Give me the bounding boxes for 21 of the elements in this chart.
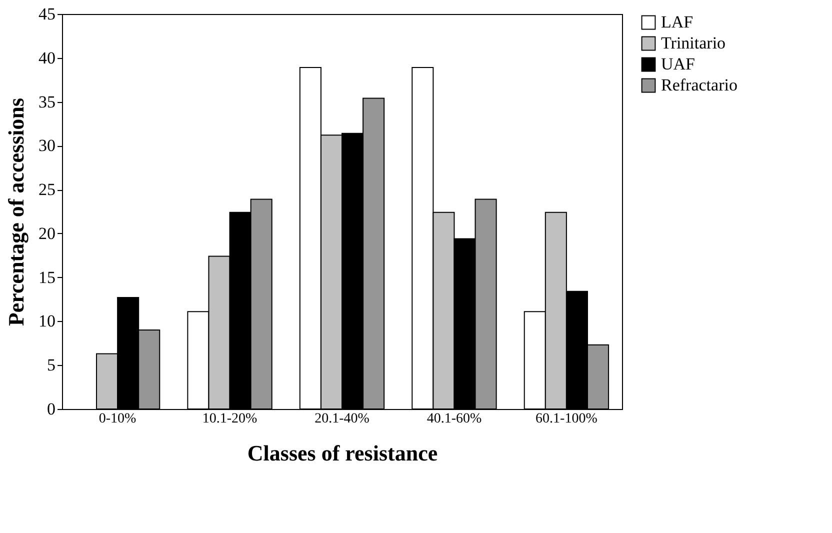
legend-label: UAF xyxy=(661,54,696,74)
y-tick-label: 30 xyxy=(38,136,56,156)
y-tick-label: 40 xyxy=(38,48,56,68)
y-tick-label: 0 xyxy=(47,400,56,418)
legend-label: Refractario xyxy=(661,76,738,94)
y-tick-label: 5 xyxy=(47,356,56,375)
x-tick-label: 40.1-60% xyxy=(426,412,482,426)
legend-label: LAF xyxy=(661,12,694,32)
y-tick-label: 25 xyxy=(38,180,56,200)
y-tick-label: 15 xyxy=(38,268,56,287)
x-tick-label: 10.1-20% xyxy=(202,412,258,426)
legend-label: Trinitario xyxy=(661,34,726,52)
x-tick-label: 0-10% xyxy=(98,412,137,426)
x-tick-label: 20.1-40% xyxy=(314,412,370,426)
x-tick-label: 60.1-100% xyxy=(536,412,598,426)
y-axis-title: Percentage of accessions xyxy=(4,98,28,326)
y-tick-label: 20 xyxy=(38,224,56,243)
y-tick-label: 35 xyxy=(38,92,56,112)
y-tick-label: 45 xyxy=(38,4,56,24)
y-tick-label: 10 xyxy=(38,312,56,331)
x-axis-title: Classes of resistance xyxy=(247,440,438,466)
